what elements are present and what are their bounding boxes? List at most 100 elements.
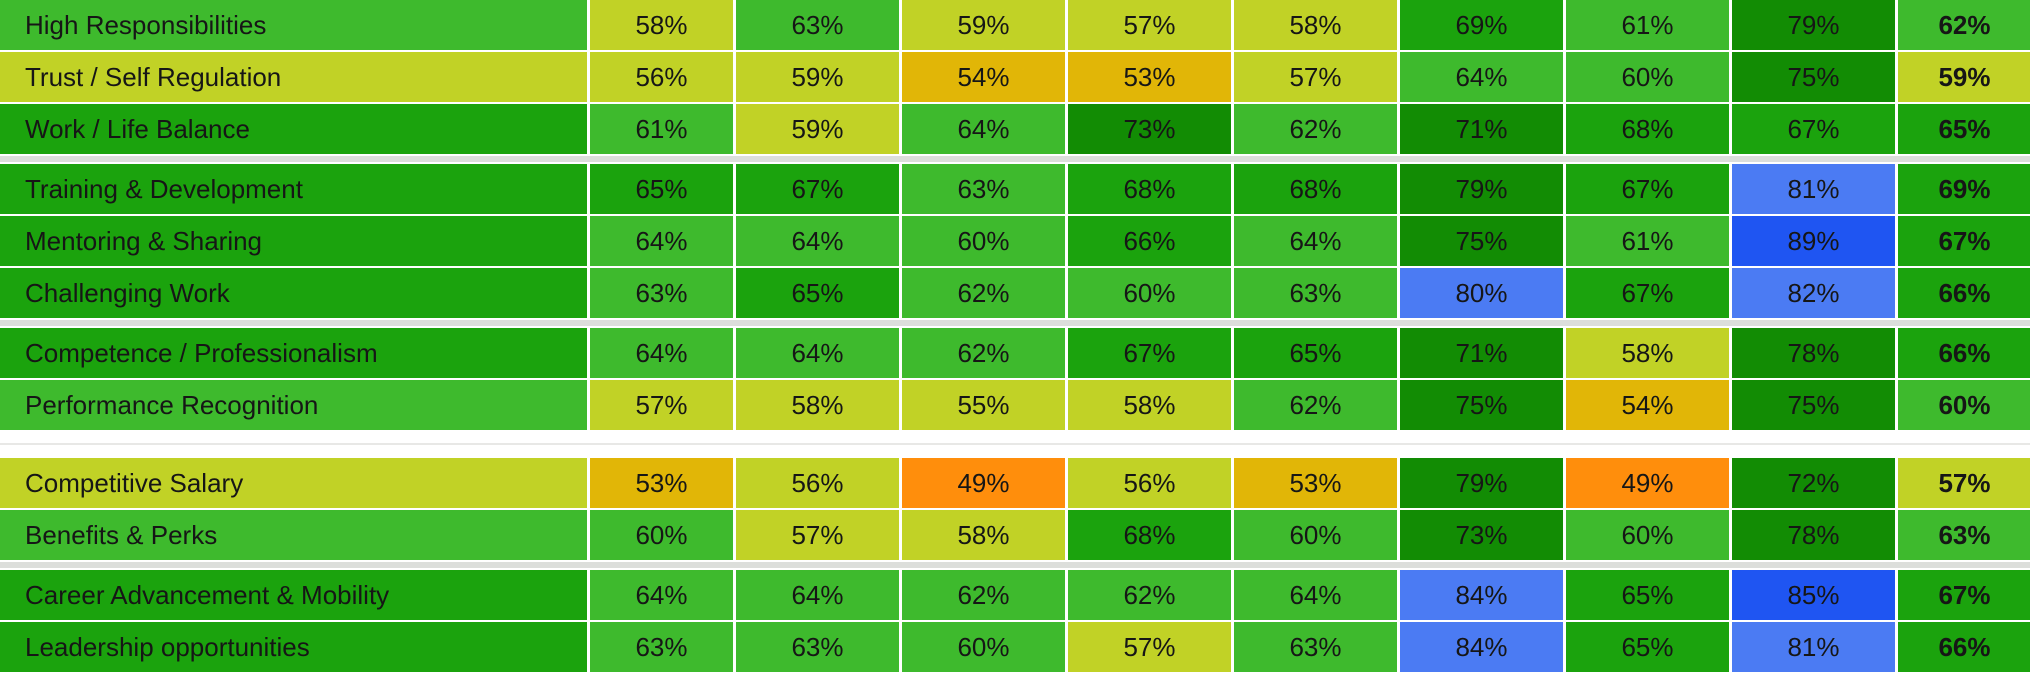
value-cell: 63%: [1234, 268, 1397, 318]
value-cell: 65%: [1566, 570, 1729, 620]
row-label: Trust / Self Regulation: [0, 52, 587, 102]
total-cell: 65%: [1898, 104, 2030, 154]
value-cell: 64%: [590, 216, 733, 266]
heatmap-row: Leadership opportunities 63% 63% 60% 57% 63% 8…: [0, 622, 2030, 672]
value-cell: 65%: [736, 268, 899, 318]
value-cell: 63%: [590, 622, 733, 672]
row-label: Leadership opportunities: [0, 622, 587, 672]
heatmap-row: Benefits & Perks 60% 57% 58% 68% 60% 73% 60% 78%…: [0, 510, 2030, 560]
value-cell: 75%: [1400, 380, 1563, 430]
value-cell: 67%: [1068, 328, 1231, 378]
group-separator: [0, 562, 2030, 568]
value-cell: 56%: [1068, 458, 1231, 508]
value-cell: 60%: [902, 622, 1065, 672]
value-cell: 85%: [1732, 570, 1895, 620]
value-cell: 66%: [1068, 216, 1231, 266]
value-cell: 67%: [1732, 104, 1895, 154]
value-cell: 67%: [1566, 268, 1729, 318]
value-cell: 58%: [590, 0, 733, 50]
value-cell: 67%: [1566, 164, 1729, 214]
heatmap-row: Work / Life Balance 61% 59% 64% 73% 62% 71% 68%…: [0, 104, 2030, 154]
value-cell: 60%: [1234, 510, 1397, 560]
value-cell: 72%: [1732, 458, 1895, 508]
value-cell: 73%: [1400, 510, 1563, 560]
value-cell: 64%: [590, 328, 733, 378]
value-cell: 64%: [736, 216, 899, 266]
value-cell: 60%: [902, 216, 1065, 266]
value-cell: 75%: [1400, 216, 1563, 266]
row-label: Benefits & Perks: [0, 510, 587, 560]
value-cell: 53%: [1068, 52, 1231, 102]
value-cell: 61%: [1566, 216, 1729, 266]
value-cell: 62%: [902, 268, 1065, 318]
value-cell: 64%: [736, 570, 899, 620]
value-cell: 71%: [1400, 104, 1563, 154]
value-cell: 58%: [902, 510, 1065, 560]
total-cell: 66%: [1898, 622, 2030, 672]
value-cell: 58%: [1234, 0, 1397, 50]
value-cell: 75%: [1732, 380, 1895, 430]
value-cell: 65%: [1234, 328, 1397, 378]
value-cell: 63%: [902, 164, 1065, 214]
total-cell: 66%: [1898, 328, 2030, 378]
section-separator: [0, 432, 2030, 458]
value-cell: 55%: [902, 380, 1065, 430]
value-cell: 82%: [1732, 268, 1895, 318]
value-cell: 89%: [1732, 216, 1895, 266]
heatmap-row: Mentoring & Sharing 64% 64% 60% 66% 64% 75% 61%…: [0, 216, 2030, 266]
value-cell: 54%: [902, 52, 1065, 102]
value-cell: 64%: [1234, 216, 1397, 266]
row-label: High Responsibilities: [0, 0, 587, 50]
row-label: Mentoring & Sharing: [0, 216, 587, 266]
value-cell: 64%: [1400, 52, 1563, 102]
total-cell: 60%: [1898, 380, 2030, 430]
value-cell: 53%: [590, 458, 733, 508]
total-cell: 67%: [1898, 216, 2030, 266]
value-cell: 59%: [736, 104, 899, 154]
total-cell: 57%: [1898, 458, 2030, 508]
value-cell: 57%: [590, 380, 733, 430]
value-cell: 63%: [736, 0, 899, 50]
value-cell: 53%: [1234, 458, 1397, 508]
value-cell: 64%: [590, 570, 733, 620]
value-cell: 63%: [736, 622, 899, 672]
value-cell: 62%: [1068, 570, 1231, 620]
value-cell: 71%: [1400, 328, 1563, 378]
value-cell: 67%: [736, 164, 899, 214]
value-cell: 49%: [1566, 458, 1729, 508]
row-label: Career Advancement & Mobility: [0, 570, 587, 620]
total-cell: 69%: [1898, 164, 2030, 214]
value-cell: 68%: [1068, 164, 1231, 214]
value-cell: 64%: [1234, 570, 1397, 620]
value-cell: 63%: [1234, 622, 1397, 672]
heatmap-row: Competitive Salary 53% 56% 49% 56% 53% 79% 49% 7…: [0, 458, 2030, 508]
value-cell: 62%: [1234, 104, 1397, 154]
value-cell: 63%: [590, 268, 733, 318]
value-cell: 64%: [902, 104, 1065, 154]
value-cell: 61%: [590, 104, 733, 154]
total-cell: 63%: [1898, 510, 2030, 560]
value-cell: 60%: [1566, 510, 1729, 560]
value-cell: 79%: [1400, 164, 1563, 214]
row-label: Competitive Salary: [0, 458, 587, 508]
value-cell: 68%: [1566, 104, 1729, 154]
value-cell: 69%: [1400, 0, 1563, 50]
value-cell: 78%: [1732, 328, 1895, 378]
row-label: Challenging Work: [0, 268, 587, 318]
value-cell: 59%: [736, 52, 899, 102]
value-cell: 57%: [1068, 0, 1231, 50]
value-cell: 84%: [1400, 622, 1563, 672]
value-cell: 62%: [1234, 380, 1397, 430]
value-cell: 56%: [736, 458, 899, 508]
value-cell: 54%: [1566, 380, 1729, 430]
heatmap-row: Challenging Work 63% 65% 62% 60% 63% 80% 67% 82%…: [0, 268, 2030, 318]
heatmap-row: Career Advancement & Mobility 64% 64% 62% 62…: [0, 570, 2030, 620]
row-label: Performance Recognition: [0, 380, 587, 430]
value-cell: 59%: [902, 0, 1065, 50]
value-cell: 56%: [590, 52, 733, 102]
value-cell: 84%: [1400, 570, 1563, 620]
value-cell: 58%: [1068, 380, 1231, 430]
value-cell: 78%: [1732, 510, 1895, 560]
total-cell: 66%: [1898, 268, 2030, 318]
value-cell: 49%: [902, 458, 1065, 508]
